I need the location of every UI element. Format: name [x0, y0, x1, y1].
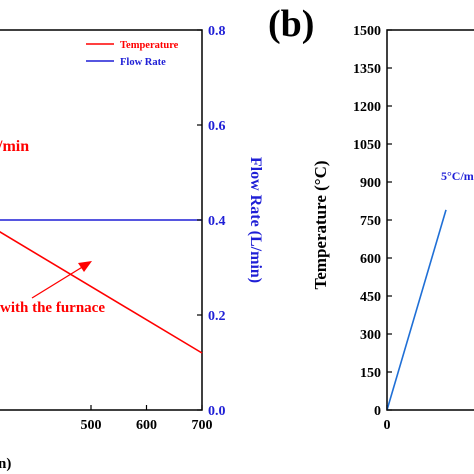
legend-label-flow-rate: Flow Rate [120, 57, 166, 68]
panel-a-legend: Temperature Flow Rate [86, 40, 179, 68]
panel-a-xlabel-fragment: n) [0, 456, 11, 472]
panel-b-frame [386, 29, 474, 411]
panel-a-x-axis: 00500600700 [81, 405, 213, 433]
panel-a-annotation-arrowhead [78, 261, 92, 272]
y-tick-label: 900 [360, 176, 381, 191]
y-tick-label: 0 [374, 404, 381, 419]
panel-b: 0 150 300 450 600 750 900 1050 1200 1350 1500 0 Te… [311, 24, 474, 433]
y-tick-label: 750 [360, 214, 381, 229]
x-tick-label: 0 [384, 418, 391, 433]
legend-label-temperature: Temperature [120, 40, 179, 51]
panel-a-rate-annotation: /min [0, 138, 29, 155]
y-tick-label: 1350 [353, 62, 381, 77]
y-tick-label: 600 [360, 252, 381, 267]
panel-b-rate-annotation: 5°C/m [441, 169, 474, 183]
x-tick-label: 700 [192, 418, 213, 433]
series-line-temperature [0, 231, 203, 354]
series-line-heating-ramp [386, 209, 447, 411]
panel-a-furnace-annotation: with the furnace [0, 300, 105, 316]
y-tick-label: 300 [360, 328, 381, 343]
y-tick-label: 450 [360, 290, 381, 305]
y-tick-label: 150 [360, 366, 381, 381]
panel-b-label: (b) [268, 3, 315, 45]
right-tick-label: 0.6 [208, 119, 226, 134]
panel-a-right-axis-label: Flow Rate (L/min) [247, 157, 264, 283]
panel-b-series [386, 209, 447, 411]
y-tick-label: 1050 [353, 138, 381, 153]
y-tick-label: 1200 [353, 100, 381, 115]
right-tick-label: 0.8 [208, 24, 226, 39]
panel-a: 0.00.20.40.60.8 00500600700 Flow Rate (L… [0, 24, 264, 472]
x-tick-label: 500 [81, 418, 102, 433]
y-tick-label: 1500 [353, 24, 381, 39]
panel-a-annotation-arrow-shaft [31, 265, 85, 299]
panel-a-right-axis: 0.0 0.2 0.4 0.6 0.8 [197, 24, 226, 419]
right-tick-label: 0.0 [208, 404, 226, 419]
panel-b-y-axis-label: Temperature (°C) [311, 160, 330, 289]
panel-b-x-axis: 0 [384, 405, 391, 433]
right-tick-label: 0.4 [208, 214, 226, 229]
panel-a-series [0, 219, 203, 354]
x-tick-label: 600 [136, 418, 157, 433]
panel-b-y-axis: 0 150 300 450 600 750 900 1050 1200 1350 1500 [353, 24, 392, 419]
right-tick-label: 0.2 [208, 309, 226, 324]
